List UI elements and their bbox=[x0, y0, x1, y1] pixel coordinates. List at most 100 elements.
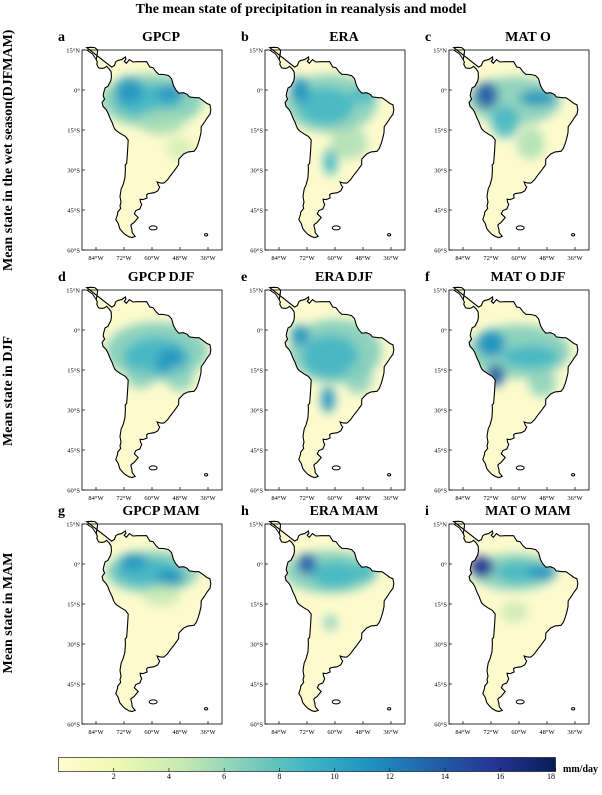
lat-tick-label: 0° bbox=[74, 562, 80, 569]
island-outline bbox=[331, 465, 341, 471]
precip-region bbox=[474, 82, 498, 109]
island-outline bbox=[148, 465, 158, 471]
lat-tick-label: 30°S bbox=[434, 642, 447, 649]
island-outline bbox=[148, 699, 158, 705]
island-outline bbox=[571, 707, 576, 711]
lat-tick-label: 0° bbox=[441, 88, 447, 95]
map-panel-i: i MAT O MAM 15°N 0° 15°S 30°S 45°S 60°S 84°W 72°W… bbox=[423, 504, 602, 744]
map-panel-d: d GPCP DJF 15°N 0° 15°S 30°S 45°S 60°S 84°W 72°W 6… bbox=[56, 270, 246, 510]
lon-tick-label: 84°W bbox=[455, 255, 471, 262]
lat-tick-label: 60°S bbox=[67, 488, 80, 495]
lon-tick-label: 60°W bbox=[511, 255, 527, 262]
lon-tick-label: 84°W bbox=[271, 729, 287, 736]
lon-tick-label: 84°W bbox=[455, 729, 471, 736]
coastline bbox=[85, 286, 212, 479]
lat-tick-label: 15°N bbox=[66, 522, 80, 529]
colorbar-tick-label: 8 bbox=[277, 772, 281, 779]
lon-tick-label: 48°W bbox=[172, 255, 188, 262]
colorbar-tick-label: 2 bbox=[112, 772, 116, 779]
lat-tick-label: 30°S bbox=[434, 408, 447, 415]
precipitation-map: 15°N 0° 15°S 30°S 45°S 60°S 84°W 72°W 60°W 48°W 36… bbox=[433, 46, 590, 262]
row-label-djf: Mean state in DJF bbox=[1, 335, 16, 447]
precip-region bbox=[486, 364, 505, 386]
lat-tick-label: 15°S bbox=[250, 128, 263, 135]
lon-tick-label: 60°W bbox=[511, 495, 527, 502]
precip-region bbox=[302, 335, 359, 378]
lat-tick-label: 45°S bbox=[434, 448, 447, 455]
lon-tick-label: 84°W bbox=[88, 495, 104, 502]
panel-letter: g bbox=[58, 504, 65, 519]
island-outline bbox=[331, 225, 341, 231]
lat-tick-label: 0° bbox=[441, 562, 447, 569]
lat-tick-label: 15°S bbox=[250, 368, 263, 375]
lon-tick-label: 84°W bbox=[88, 255, 104, 262]
precip-region bbox=[330, 127, 368, 160]
central-america-coast bbox=[269, 523, 280, 534]
lon-tick-label: 84°W bbox=[88, 729, 104, 736]
coastline bbox=[268, 286, 395, 479]
land-fill bbox=[453, 287, 578, 478]
lon-tick-label: 60°W bbox=[327, 255, 343, 262]
precipitation-map: 15°N 0° 15°S 30°S 45°S 60°S 84°W 72°W 60°W 48°W 36… bbox=[433, 286, 590, 502]
map-panel-f: f MAT O DJF 15°N 0° 15°S 30°S 45°S 60°S 84°W 72°W… bbox=[423, 270, 602, 510]
lat-tick-label: 45°S bbox=[250, 448, 263, 455]
lat-tick-label: 60°S bbox=[250, 722, 263, 729]
precip-region bbox=[323, 148, 338, 176]
island-outline bbox=[515, 465, 525, 471]
lat-tick-label: 60°S bbox=[67, 722, 80, 729]
lon-tick-label: 60°W bbox=[327, 495, 343, 502]
map-panel-g: g GPCP MAM 15°N 0° 15°S 30°S 45°S 60°S 84°W 72°W 6… bbox=[56, 504, 246, 744]
panel-letter: f bbox=[425, 270, 430, 285]
lon-tick-label: 72°W bbox=[116, 255, 132, 262]
precip-region bbox=[297, 553, 317, 575]
colorbar-unit: mm/day bbox=[563, 764, 598, 775]
panel-letter: i bbox=[425, 504, 429, 519]
lat-tick-label: 15°N bbox=[433, 48, 447, 55]
precip-region bbox=[500, 601, 529, 623]
colorbar-tick-label: 14 bbox=[441, 772, 449, 779]
lat-tick-label: 0° bbox=[74, 328, 80, 335]
colorbar-tick-label: 12 bbox=[386, 772, 394, 779]
island-outline bbox=[148, 225, 158, 231]
island-outline bbox=[331, 699, 341, 705]
precip-region bbox=[138, 108, 185, 136]
panel-letter: a bbox=[58, 30, 65, 45]
precip-region bbox=[156, 569, 185, 586]
lon-tick-label: 60°W bbox=[144, 729, 160, 736]
coastline bbox=[268, 520, 395, 713]
island-outline bbox=[571, 473, 576, 477]
lon-tick-label: 48°W bbox=[539, 255, 555, 262]
map-panel-e: e ERA DJF 15°N 0° 15°S 30°S 45°S 60°S 84°W 72°W 60… bbox=[239, 270, 429, 510]
lat-tick-label: 30°S bbox=[67, 408, 80, 415]
precip-region bbox=[142, 585, 180, 607]
lon-tick-label: 36°W bbox=[383, 255, 399, 262]
island-outline bbox=[515, 699, 525, 705]
lat-tick-label: 60°S bbox=[434, 248, 447, 255]
lat-tick-label: 15°S bbox=[250, 602, 263, 609]
central-america-coast bbox=[86, 289, 97, 300]
lon-tick-label: 36°W bbox=[383, 729, 399, 736]
panel-letter: h bbox=[241, 504, 249, 519]
lon-tick-label: 72°W bbox=[299, 729, 315, 736]
precipitation-map: 15°N 0° 15°S 30°S 45°S 60°S 84°W 72°W 60°W 48°W 36… bbox=[249, 520, 406, 736]
lon-tick-label: 48°W bbox=[172, 729, 188, 736]
lat-tick-label: 15°N bbox=[66, 48, 80, 55]
precip-region bbox=[166, 364, 194, 392]
lat-tick-label: 0° bbox=[257, 328, 263, 335]
lat-tick-label: 45°S bbox=[67, 208, 80, 215]
precip-region bbox=[516, 127, 545, 160]
lat-tick-label: 45°S bbox=[434, 208, 447, 215]
lat-tick-label: 60°S bbox=[434, 488, 447, 495]
map-panel-c: c MAT O 15°N 0° 15°S 30°S 45°S 60°S 84°W 72°W 60°W… bbox=[423, 30, 602, 270]
lon-tick-label: 36°W bbox=[200, 255, 216, 262]
lon-tick-label: 36°W bbox=[200, 729, 216, 736]
colorbar-tick-label: 18 bbox=[547, 772, 555, 779]
lon-tick-label: 72°W bbox=[483, 255, 499, 262]
colorbar-tick-label: 6 bbox=[222, 772, 226, 779]
lat-tick-label: 15°S bbox=[434, 368, 447, 375]
lat-tick-label: 60°S bbox=[67, 248, 80, 255]
colorbar-tick-label: 10 bbox=[331, 772, 339, 779]
island-outline bbox=[204, 473, 209, 477]
lat-tick-label: 30°S bbox=[67, 642, 80, 649]
lat-tick-label: 45°S bbox=[434, 682, 447, 689]
